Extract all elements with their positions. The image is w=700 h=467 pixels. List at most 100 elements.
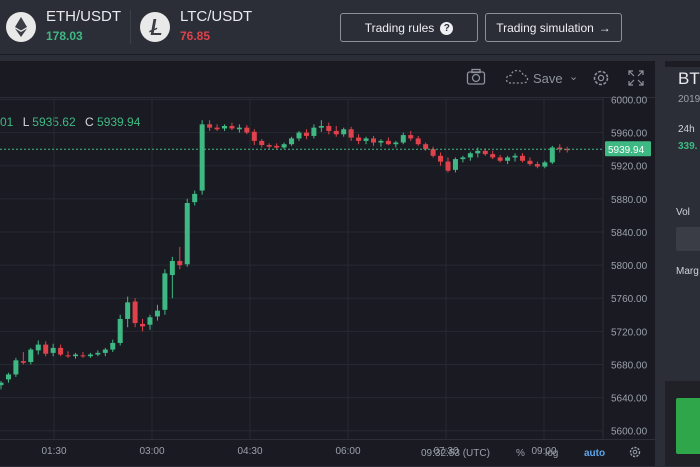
candle-body xyxy=(520,155,525,161)
time-tick-label: 03:00 xyxy=(139,446,164,457)
candle-body xyxy=(542,162,548,167)
help-icon: ? xyxy=(440,22,454,35)
time-tick-label: 04:30 xyxy=(237,446,262,457)
candle-body xyxy=(356,137,362,141)
candle-body xyxy=(162,273,168,310)
order-panel: BT 2019 24h 339. Vol Marg xyxy=(665,61,700,466)
utc-clock: 09:32:53 (UTC) xyxy=(421,448,490,459)
candle-body xyxy=(192,193,198,203)
pair-title: BT xyxy=(678,69,700,88)
price-tick-label: 5600.00 xyxy=(611,427,648,438)
change-24h-label: 24h xyxy=(678,124,695,135)
buy-button[interactable] xyxy=(676,398,700,454)
candle-body xyxy=(326,125,332,131)
candle-body xyxy=(460,157,466,160)
candle-body xyxy=(132,301,138,324)
candle-body xyxy=(0,382,4,386)
ticker-symbol: ETH/USDT xyxy=(46,8,121,25)
candle-body xyxy=(80,355,86,357)
last-price-tag xyxy=(605,141,651,157)
margin-label: Marg xyxy=(676,266,699,277)
candle-body xyxy=(371,138,376,143)
chart-grid xyxy=(0,97,603,439)
candle-body xyxy=(378,140,384,143)
trading-simulation-button[interactable]: Trading simulation → xyxy=(485,13,622,42)
candle-body xyxy=(199,124,205,191)
time-axis: 01:30 03:00 04:30 06:00 07:30 09:00 xyxy=(41,446,556,457)
trading-rules-button[interactable]: Trading rules? xyxy=(340,13,478,42)
ticker-symbol: LTC/USDT xyxy=(180,8,253,25)
gear-icon[interactable] xyxy=(591,68,611,91)
candle-body xyxy=(549,147,555,163)
candle-body xyxy=(13,360,19,375)
candle-body xyxy=(408,135,414,139)
time-tick-label: 09:00 xyxy=(531,446,556,457)
candle-body xyxy=(281,144,287,148)
last-price-marker: 5939.94 xyxy=(0,141,651,157)
candle-body xyxy=(147,317,153,325)
fullscreen-icon[interactable] xyxy=(627,69,645,90)
candle-body xyxy=(154,310,160,317)
candle-body xyxy=(95,352,101,355)
candle-body xyxy=(274,145,280,148)
candle-body xyxy=(333,130,339,135)
candle-body xyxy=(65,355,71,357)
candle-body xyxy=(125,302,131,319)
candle-body xyxy=(20,361,26,363)
candle-body xyxy=(117,318,123,343)
save-button[interactable]: Save xyxy=(533,71,563,86)
camera-icon[interactable] xyxy=(466,68,486,89)
candle-body xyxy=(482,150,488,155)
candle-body xyxy=(35,344,41,351)
candle-body xyxy=(557,147,563,150)
candle-body xyxy=(564,149,570,151)
percent-scale-toggle[interactable]: % xyxy=(516,448,525,459)
candle-body xyxy=(177,260,183,266)
candle-body xyxy=(311,127,317,136)
candles xyxy=(0,120,570,390)
candle-body xyxy=(169,260,175,276)
price-tick-label: 6000.00 xyxy=(611,95,648,106)
ethereum-icon xyxy=(6,12,36,42)
chart-settings-icon[interactable] xyxy=(628,445,642,462)
chart-bottom-bar: 09:32:53 (UTC) % log auto xyxy=(0,439,655,467)
ohlc-low-key: L xyxy=(22,115,29,129)
panel-divider xyxy=(665,61,700,67)
candle-body xyxy=(445,161,451,171)
change-24h-value: 339. xyxy=(678,141,698,152)
ticker-ltc[interactable]: LTC/USDT 76.85 xyxy=(140,6,270,48)
candle-body xyxy=(207,124,213,128)
candlestick-chart[interactable]: 6000.00 5960.00 5920.00 5880.00 5840.00 5800.… xyxy=(0,61,655,466)
time-tick-label: 01:30 xyxy=(41,446,66,457)
chart-toolbar: Save ⌄ xyxy=(0,61,655,98)
candle-body xyxy=(400,135,406,143)
candle-body xyxy=(430,149,436,156)
candle-body xyxy=(527,160,533,165)
candle-body xyxy=(475,150,481,154)
volume-input[interactable] xyxy=(676,227,700,251)
candle-body xyxy=(534,164,540,167)
candle-body xyxy=(423,144,429,150)
price-tick-label: 5800.00 xyxy=(611,261,648,272)
chevron-down-icon[interactable]: ⌄ xyxy=(569,71,579,83)
candle-body xyxy=(222,125,227,129)
candle-body xyxy=(266,145,272,147)
price-tick-label: 5920.00 xyxy=(611,162,648,173)
candle-body xyxy=(289,138,295,145)
log-scale-toggle[interactable]: log xyxy=(545,448,559,459)
ohlc-open-partial: 01 xyxy=(0,115,14,129)
ticker-divider xyxy=(130,10,131,44)
candle-body xyxy=(184,202,190,265)
candle-body xyxy=(467,153,473,158)
candle-body xyxy=(415,138,421,145)
price-tick-label: 5840.00 xyxy=(611,228,648,239)
cloud-icon[interactable] xyxy=(505,69,529,88)
auto-scale-toggle[interactable]: auto xyxy=(584,448,606,459)
candle-body xyxy=(244,127,250,133)
pair-date: 2019 xyxy=(678,94,700,105)
chart-panel[interactable]: Save ⌄ 01 L 5935.62 C 5939.94 6000.00 596… xyxy=(0,61,655,466)
ticker-bar: ETH/USDT 178.03 LTC/USDT 76.85 Trading r… xyxy=(0,0,700,55)
candle-body xyxy=(5,374,11,380)
ticker-price: 178.03 xyxy=(46,29,83,43)
ticker-eth[interactable]: ETH/USDT 178.03 xyxy=(6,6,126,48)
